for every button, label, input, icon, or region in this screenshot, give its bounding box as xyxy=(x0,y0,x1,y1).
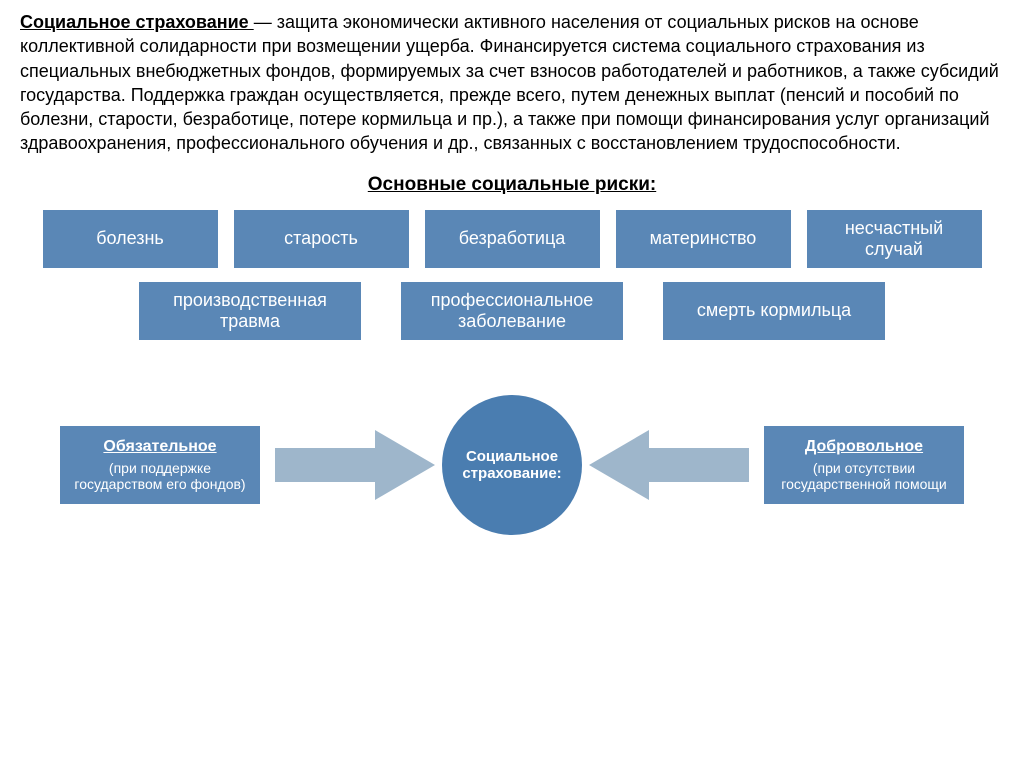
voluntary-sub: (при отсутствии государственной помощи xyxy=(774,460,954,492)
mandatory-sub: (при поддержке государством его фондов) xyxy=(70,460,250,492)
center-circle: Социальное страхование: xyxy=(442,395,582,535)
risk-box: смерть кормильца xyxy=(663,282,885,340)
risk-box: материнство xyxy=(616,210,791,268)
risks-row-2: производственная травма профессиональное… xyxy=(20,282,1004,340)
mandatory-title: Обязательное xyxy=(70,438,250,456)
risk-box: старость xyxy=(234,210,409,268)
arrow-right-icon xyxy=(589,430,749,500)
risk-box: профессиональное заболевание xyxy=(401,282,623,340)
voluntary-box: Добровольное (при отсутствии государстве… xyxy=(764,426,964,504)
mandatory-box: Обязательное (при поддержке государством… xyxy=(60,426,260,504)
arrow-left-icon xyxy=(275,430,435,500)
risk-box: несчастный случай xyxy=(807,210,982,268)
term: Социальное страхование xyxy=(20,12,254,32)
section-title: Основные социальные риски: xyxy=(20,174,1004,196)
insurance-types-diagram: Обязательное (при поддержке государством… xyxy=(20,370,1004,560)
intro-paragraph: Социальное страхование — защита экономич… xyxy=(20,10,1004,156)
voluntary-title: Добровольное xyxy=(774,438,954,456)
risks-row-1: болезнь старость безработица материнство… xyxy=(20,210,1004,268)
risk-box: производственная травма xyxy=(139,282,361,340)
center-circle-label: Социальное страхование: xyxy=(452,448,572,482)
paragraph-body: — защита экономически активного населени… xyxy=(20,12,999,153)
risk-box: безработица xyxy=(425,210,600,268)
risk-box: болезнь xyxy=(43,210,218,268)
